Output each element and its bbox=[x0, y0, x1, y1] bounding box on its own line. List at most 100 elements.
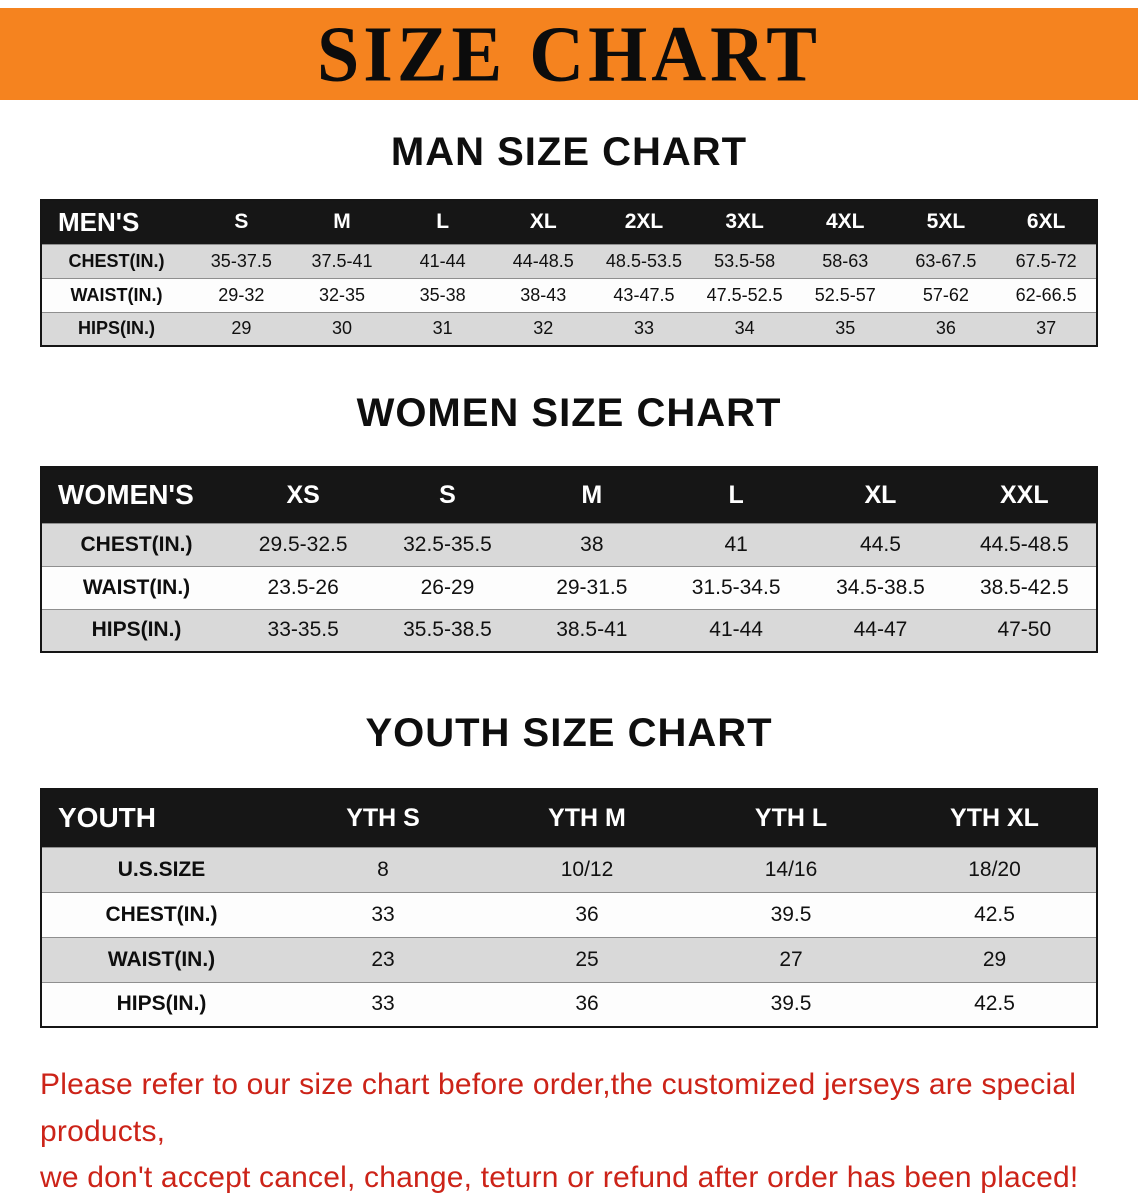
table-row: CHEST(IN.) 29.5-32.5 32.5-35.5 38 41 44.5 44.5… bbox=[41, 522, 1097, 566]
value-cell: 44.5-48.5 bbox=[952, 522, 1097, 566]
value-cell: 29 bbox=[893, 936, 1097, 982]
table-row: WAIST(IN.) 29-32 32-35 35-38 38-43 43-47.5 47.… bbox=[41, 277, 1097, 312]
table-title-cell: MEN'S bbox=[41, 200, 191, 244]
value-cell: 44.5 bbox=[808, 522, 953, 566]
women-section-heading: WOMEN SIZE CHART bbox=[356, 391, 782, 435]
value-cell: 29.5-32.5 bbox=[231, 522, 376, 566]
value-cell: 38.5-42.5 bbox=[952, 565, 1097, 609]
row-label-cell: HIPS(IN.) bbox=[41, 311, 191, 346]
value-cell: 41-44 bbox=[392, 243, 493, 278]
table-row: HIPS(IN.) 29 30 31 32 33 34 35 36 37 bbox=[41, 311, 1097, 346]
value-cell: 44-47 bbox=[808, 608, 953, 652]
size-header-cell: M bbox=[291, 200, 393, 244]
value-cell: 38 bbox=[519, 522, 664, 566]
footer-note-line-1: Please refer to our size chart before or… bbox=[40, 1068, 1077, 1148]
table-row: WAIST(IN.) 23 25 27 29 bbox=[41, 936, 1097, 982]
value-cell: 62-66.5 bbox=[996, 277, 1097, 312]
row-label-cell: HIPS(IN.) bbox=[41, 981, 281, 1027]
size-header-cell: YTH XL bbox=[893, 789, 1097, 847]
table-row: HIPS(IN.) 33 36 39.5 42.5 bbox=[41, 981, 1097, 1027]
value-cell: 36 bbox=[485, 981, 689, 1027]
value-cell: 47-50 bbox=[952, 608, 1097, 652]
value-cell: 43-47.5 bbox=[593, 277, 695, 312]
value-cell: 53.5-58 bbox=[694, 243, 795, 278]
value-cell: 29-31.5 bbox=[519, 565, 664, 609]
size-header-cell: XXL bbox=[952, 467, 1097, 523]
size-header-cell: XL bbox=[808, 467, 953, 523]
size-header-cell: 4XL bbox=[794, 200, 896, 244]
value-cell: 47.5-52.5 bbox=[694, 277, 795, 312]
value-cell: 34 bbox=[694, 311, 795, 346]
row-label-cell: HIPS(IN.) bbox=[41, 608, 231, 652]
row-label-cell: U.S.SIZE bbox=[41, 846, 281, 892]
value-cell: 36 bbox=[485, 891, 689, 937]
value-cell: 67.5-72 bbox=[996, 243, 1097, 278]
value-cell: 48.5-53.5 bbox=[593, 243, 695, 278]
value-cell: 57-62 bbox=[895, 277, 997, 312]
value-cell: 42.5 bbox=[893, 981, 1097, 1027]
row-label-cell: WAIST(IN.) bbox=[41, 936, 281, 982]
value-cell: 39.5 bbox=[689, 891, 893, 937]
row-label-cell: WAIST(IN.) bbox=[41, 277, 191, 312]
value-cell: 38.5-41 bbox=[519, 608, 664, 652]
table-header-row: MEN'S S M L XL 2XL 3XL 4XL 5XL 6XL bbox=[41, 200, 1097, 244]
table-title-cell: WOMEN'S bbox=[41, 467, 231, 523]
value-cell: 42.5 bbox=[893, 891, 1097, 937]
size-header-cell: YTH M bbox=[485, 789, 689, 847]
value-cell: 29 bbox=[191, 311, 292, 346]
row-label-cell: WAIST(IN.) bbox=[41, 565, 231, 609]
value-cell: 33 bbox=[281, 981, 485, 1027]
table-row: WAIST(IN.) 23.5-26 26-29 29-31.5 31.5-34.5 34… bbox=[41, 565, 1097, 609]
value-cell: 32-35 bbox=[291, 277, 393, 312]
value-cell: 35-38 bbox=[392, 277, 493, 312]
value-cell: 30 bbox=[291, 311, 393, 346]
size-header-cell: L bbox=[392, 200, 493, 244]
value-cell: 8 bbox=[281, 846, 485, 892]
value-cell: 52.5-57 bbox=[794, 277, 896, 312]
value-cell: 39.5 bbox=[689, 981, 893, 1027]
value-cell: 35-37.5 bbox=[191, 243, 292, 278]
table-header-row: WOMEN'S XS S M L XL XXL bbox=[41, 467, 1097, 523]
value-cell: 41 bbox=[663, 522, 809, 566]
table-row: CHEST(IN.) 35-37.5 37.5-41 41-44 44-48.5 48.5… bbox=[41, 243, 1097, 278]
youth-size-table: YOUTH YTH S YTH M YTH L YTH XL U.S.SIZE 8 10/12… bbox=[40, 788, 1098, 1028]
value-cell: 32 bbox=[492, 311, 594, 346]
size-header-cell: S bbox=[191, 200, 292, 244]
value-cell: 25 bbox=[485, 936, 689, 982]
row-label-cell: CHEST(IN.) bbox=[41, 891, 281, 937]
value-cell: 33-35.5 bbox=[231, 608, 376, 652]
banner-title: SIZE CHART bbox=[316, 9, 821, 99]
men-section-heading: MAN SIZE CHART bbox=[390, 130, 748, 174]
value-cell: 34.5-38.5 bbox=[808, 565, 953, 609]
value-cell: 31 bbox=[392, 311, 493, 346]
men-size-table-wrap: MEN'S S M L XL 2XL 3XL 4XL 5XL 6XL CHEST(IN.) 35-37… bbox=[0, 199, 1138, 347]
value-cell: 33 bbox=[281, 891, 485, 937]
banner: SIZE CHART bbox=[0, 8, 1138, 100]
value-cell: 35 bbox=[794, 311, 896, 346]
size-header-cell: YTH S bbox=[281, 789, 485, 847]
youth-size-table-wrap: YOUTH YTH S YTH M YTH L YTH XL U.S.SIZE 8 10/12… bbox=[0, 788, 1138, 1028]
value-cell: 29-32 bbox=[191, 277, 292, 312]
value-cell: 44-48.5 bbox=[492, 243, 594, 278]
table-title-cell: YOUTH bbox=[41, 789, 281, 847]
table-row: U.S.SIZE 8 10/12 14/16 18/20 bbox=[41, 846, 1097, 892]
table-row: CHEST(IN.) 33 36 39.5 42.5 bbox=[41, 891, 1097, 937]
value-cell: 27 bbox=[689, 936, 893, 982]
value-cell: 26-29 bbox=[375, 565, 520, 609]
table-header-row: YOUTH YTH S YTH M YTH L YTH XL bbox=[41, 789, 1097, 847]
value-cell: 14/16 bbox=[689, 846, 893, 892]
row-label-cell: CHEST(IN.) bbox=[41, 522, 231, 566]
value-cell: 23 bbox=[281, 936, 485, 982]
footer-note-line-2: we don't accept cancel, change, teturn o… bbox=[40, 1161, 1079, 1194]
value-cell: 37.5-41 bbox=[291, 243, 393, 278]
size-header-cell: XL bbox=[492, 200, 594, 244]
value-cell: 38-43 bbox=[492, 277, 594, 312]
size-header-cell: 3XL bbox=[694, 200, 795, 244]
value-cell: 33 bbox=[593, 311, 695, 346]
size-header-cell: YTH L bbox=[689, 789, 893, 847]
size-header-cell: 6XL bbox=[996, 200, 1097, 244]
size-header-cell: XS bbox=[231, 467, 376, 523]
value-cell: 41-44 bbox=[663, 608, 809, 652]
women-size-table: WOMEN'S XS S M L XL XXL CHEST(IN.) 29.5-32.5 32.5… bbox=[40, 466, 1098, 653]
women-size-table-wrap: WOMEN'S XS S M L XL XXL CHEST(IN.) 29.5-32.5 32.5… bbox=[0, 466, 1138, 653]
